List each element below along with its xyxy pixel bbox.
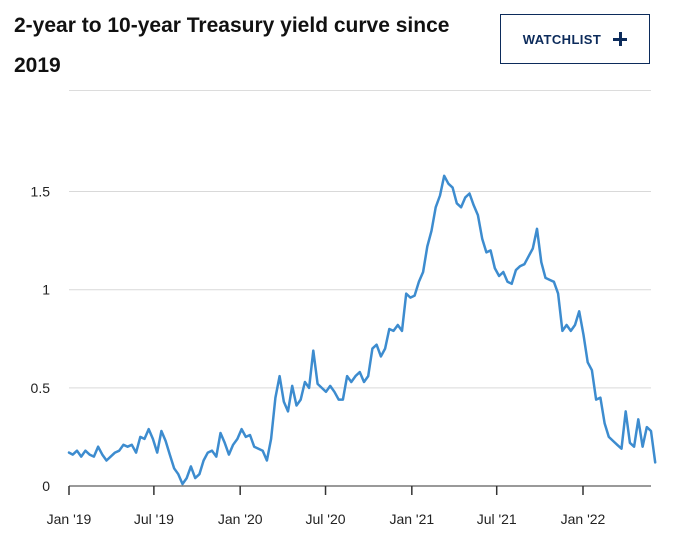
watchlist-button[interactable]: WATCHLIST	[500, 14, 650, 64]
x-tick-label: Jan '21	[389, 511, 434, 527]
x-tick-label: Jul '20	[306, 511, 346, 527]
x-tick-label: Jul '21	[477, 511, 517, 527]
y-tick-label: 0	[42, 478, 50, 494]
y-tick-label: 0.5	[31, 380, 51, 396]
chart-header: 2-year to 10-year Treasury yield curve s…	[0, 0, 677, 90]
y-tick-label: 1	[42, 282, 50, 298]
series-line	[67, 174, 657, 486]
x-tick-label: Jan '20	[218, 511, 263, 527]
x-tick-label: Jul '19	[134, 511, 174, 527]
watchlist-label: WATCHLIST	[522, 31, 602, 47]
series-layer	[67, 174, 657, 486]
grid-lines	[69, 191, 651, 389]
y-tick-label: 1.5	[31, 184, 51, 200]
axis-ticks: 0 0.5 1 1.5 Jan '19 Jul '19 Jan '20 Jul '20 Jan …	[31, 184, 651, 527]
x-tick-label: Jan '19	[47, 511, 92, 527]
header-divider	[69, 90, 651, 91]
page-title: 2-year to 10-year Treasury yield curve s…	[14, 14, 450, 77]
plus-icon	[613, 32, 628, 46]
x-tick-label: Jan '22	[561, 511, 606, 527]
